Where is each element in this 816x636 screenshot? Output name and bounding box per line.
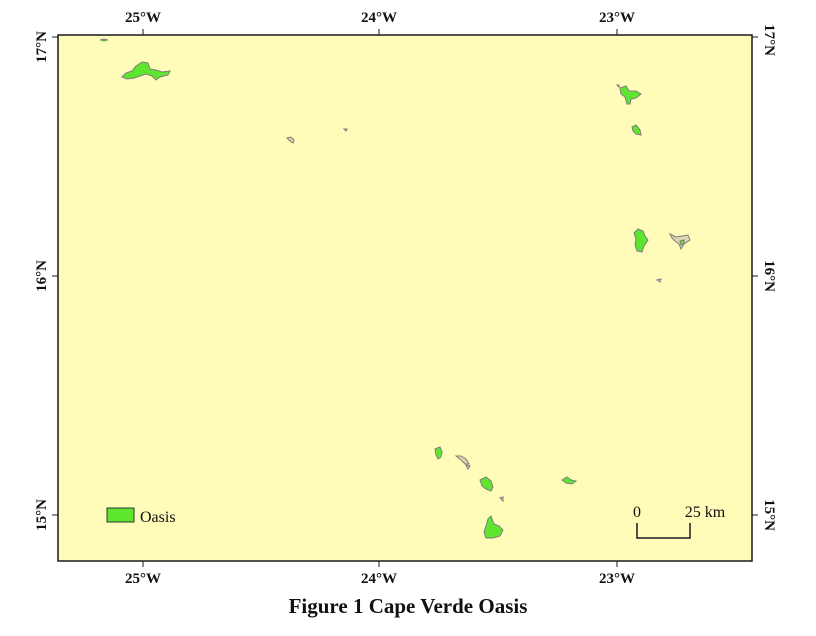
bottom-lon-label-24w: 24°W [361,571,397,587]
left-lat-label-15n: 15°N [34,499,50,531]
island-islet [342,128,348,132]
scale-bar-end-label: 25 km [685,504,726,521]
island-fogo [479,476,494,492]
islands-layer [99,38,691,539]
island-sal [619,85,642,105]
island-islet-east [631,124,642,136]
island-santiago [483,515,504,539]
island-fogo-dot [465,464,471,470]
legend: Oasis [106,507,176,526]
bottom-longitude-ticks [142,561,618,567]
scale-bar-line [636,523,691,539]
top-longitude-ticks [142,29,618,35]
island-brava [434,446,443,460]
left-lat-label-17n: 17°N [34,31,50,63]
island-maio-south [561,476,578,485]
top-lon-label-25w: 25°W [125,10,161,26]
left-latitude-ticks [52,36,58,516]
top-lon-label-24w: 24°W [361,10,397,26]
island-fogo-west [454,455,470,465]
island-santo-antao [99,38,171,81]
right-lat-label-17n: 17°N [761,24,777,56]
island-islet-south [499,496,504,503]
map-canvas: 25°W 24°W 23°W 25°W 24°W 23°W 17°N 16°N … [34,10,777,587]
bottom-lon-label-25w: 25°W [125,571,161,587]
scale-bar: 0 25 km [633,504,726,539]
legend-oasis-label: Oasis [140,509,176,526]
bottom-lon-label-23w: 23°W [599,571,635,587]
map-background [57,34,753,562]
left-lat-label-16n: 16°N [34,260,50,292]
legend-oasis-swatch [106,507,135,523]
island-sal-north [615,84,620,89]
right-lat-label-15n: 15°N [761,499,777,531]
scale-bar-start-label: 0 [633,504,641,521]
island-boa-vista [633,228,649,253]
figure-caption: Figure 1 Cape Verde Oasis [288,594,528,618]
island-maio-oasis [679,239,685,246]
right-lat-label-16n: 16°N [761,260,777,292]
right-latitude-ticks [752,36,758,516]
island-santa-luzia [286,136,295,144]
island-islet-small [655,278,662,283]
top-lon-label-23w: 23°W [599,10,635,26]
